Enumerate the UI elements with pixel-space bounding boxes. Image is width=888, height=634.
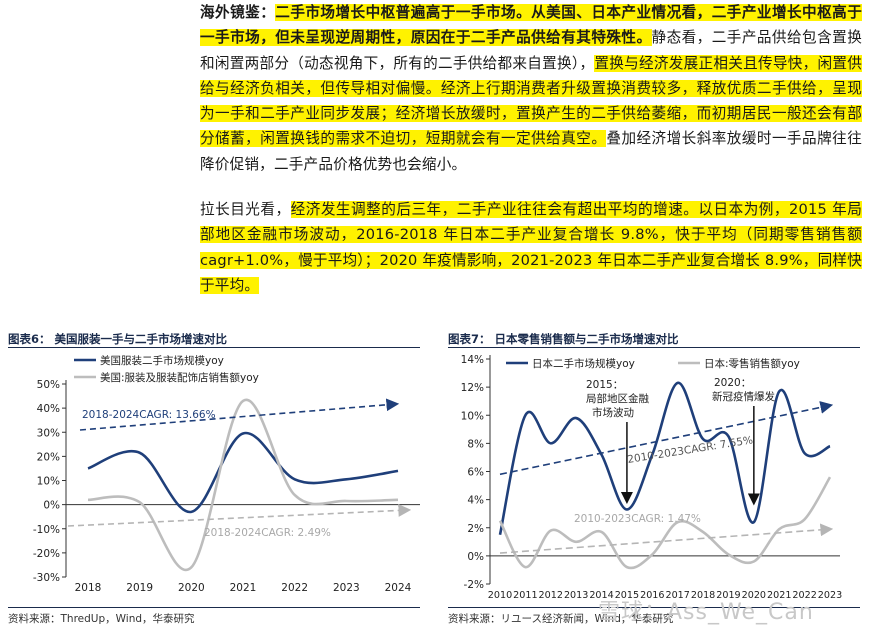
x-tick-label: 2020 <box>742 590 766 601</box>
event-2020-label: 新冠疫情爆发 <box>712 390 775 403</box>
figure-7-chart: -2%0%2%4%6%8%10%12%14%2010 2011 2012 2013 20… <box>461 354 843 601</box>
article-text: 海外镜鉴：二手市场增长中枢普遍高于一手市场。从美国、日本产业情况看，二手产业增长… <box>200 0 862 298</box>
highlighted-text-run: 经济发生调整的后三年，二手产业往往会有超出平均的增速。以日本为例，2015 年局… <box>200 201 862 294</box>
x-tick-label: 2019 <box>126 582 153 594</box>
y-tick-label: -10% <box>33 524 60 536</box>
trend-arrow-secondhand <box>79 398 400 431</box>
text-run: 海外镜鉴： <box>200 4 276 21</box>
x-tick-label: 2021 <box>767 590 791 601</box>
trend-arrow-secondhand <box>499 401 834 476</box>
figure-6-title-rule <box>8 347 420 348</box>
watermark-text: 雪球：Ass_We_Can <box>598 600 814 625</box>
legend-label: 美国服装二手市场规模yoy <box>100 354 224 367</box>
series-line-1 <box>498 381 831 536</box>
x-tick-label: 2022 <box>792 590 816 601</box>
y-tick-label: 30% <box>37 427 60 439</box>
x-tick-label: 2023 <box>333 582 360 594</box>
x-tick-label: 2018 <box>75 582 102 594</box>
legend-label: 日本二手市场规模yoy <box>532 357 635 370</box>
y-tick-label: 0% <box>43 500 60 512</box>
series-line-2 <box>87 398 399 572</box>
paragraph-2: 拉长目光看，经济发生调整的后三年，二手产业往往会有超出平均的增速。以日本为例，2… <box>200 197 862 298</box>
y-tick-label: 0% <box>467 551 484 563</box>
x-tick-label: 2012 <box>539 590 563 601</box>
event-2015-label: 2015： <box>586 379 623 391</box>
trend-arrow-retail <box>499 523 834 554</box>
x-tick-label: 2020 <box>178 582 205 594</box>
y-tick-label: -20% <box>33 548 60 560</box>
legend-label: 日本:零售销售额yoy <box>704 357 800 370</box>
figure-7-title: 图表7： 日本零售销售额与二手市场增速对比 <box>448 332 679 346</box>
trend-arrow-retail <box>67 504 412 527</box>
text-run: 拉长目光看， <box>200 201 291 219</box>
y-tick-label: 8% <box>467 438 484 450</box>
x-tick-label: 2015 <box>615 590 639 601</box>
x-tick-label: 2010 <box>488 590 512 601</box>
x-tick-label: 2016 <box>640 590 664 601</box>
y-tick-label: 12% <box>461 382 484 394</box>
y-tick-label: 40% <box>37 403 60 415</box>
event-2015-label: 局部地区金融 <box>586 392 649 405</box>
y-tick-label: 20% <box>37 451 60 463</box>
x-tick-label: 2019 <box>716 590 740 601</box>
figure-6-source: 资料来源：ThredUp，Wind，华泰研究 <box>8 613 195 625</box>
series-line-1 <box>87 431 399 514</box>
x-tick-label: 2021 <box>230 582 257 594</box>
figure-7-title-rule <box>448 347 860 348</box>
y-tick-label: -30% <box>33 572 60 584</box>
x-tick-label: 2022 <box>281 582 308 594</box>
figure-6-source-rule <box>8 607 420 608</box>
y-tick-label: -2% <box>464 579 484 591</box>
x-tick-label: 2013 <box>564 590 588 601</box>
text-run: 静态看，二手产品供给包含置换和闲置两部分（动态视角下，所有的二手供给都来自置换）… <box>200 29 862 72</box>
y-tick-label: 14% <box>461 354 484 366</box>
cagr-annotation-secondhand: 2018-2024CAGR: 13.66% <box>82 409 216 421</box>
y-tick-label: 50% <box>37 379 60 391</box>
cagr-annotation-retail: 2010-2023CAGR: 1.47% <box>574 513 701 525</box>
y-tick-label: 10% <box>37 476 60 488</box>
x-tick-label: 2011 <box>513 590 537 601</box>
figure-7-source-rule <box>448 607 860 608</box>
figure-6-title: 图表6： 美国服装一手与二手市场增速对比 <box>8 332 228 346</box>
y-tick-label: 6% <box>467 467 484 479</box>
x-tick-label: 2014 <box>589 590 613 601</box>
x-tick-label: 2018 <box>691 590 715 601</box>
event-2015-label: 市场波动 <box>592 406 634 419</box>
text-run: 叠加经济增长斜率放缓时一手品牌往往降价促销，二手产品价格优势也会缩小。 <box>200 130 863 173</box>
figure-6-chart: -30% -20% -10% 0% 10% 20% 30% 40% 50% 2018 2019 202… <box>33 354 420 594</box>
x-tick-label: 2023 <box>818 590 842 601</box>
cagr-annotation-retail: 2018-2024CAGR: 2.49% <box>204 527 331 539</box>
y-tick-label: 4% <box>467 495 484 507</box>
x-tick-label: 2017 <box>665 590 689 601</box>
x-tick-label: 2024 <box>385 582 412 594</box>
figure-7-source: 资料来源：リユース经济新闻，Wind，华泰研究 <box>448 613 674 625</box>
paragraph-1: 海外镜鉴：二手市场增长中枢普遍高于一手市场。从美国、日本产业情况看，二手产业增长… <box>200 0 862 177</box>
event-2020-label: 2020： <box>714 377 751 389</box>
series-line-2 <box>498 476 832 570</box>
y-tick-label: 2% <box>467 523 484 535</box>
legend-label: 美国:服装及服装配饰店销售额yoy <box>100 371 259 384</box>
y-tick-label: 10% <box>461 410 484 422</box>
